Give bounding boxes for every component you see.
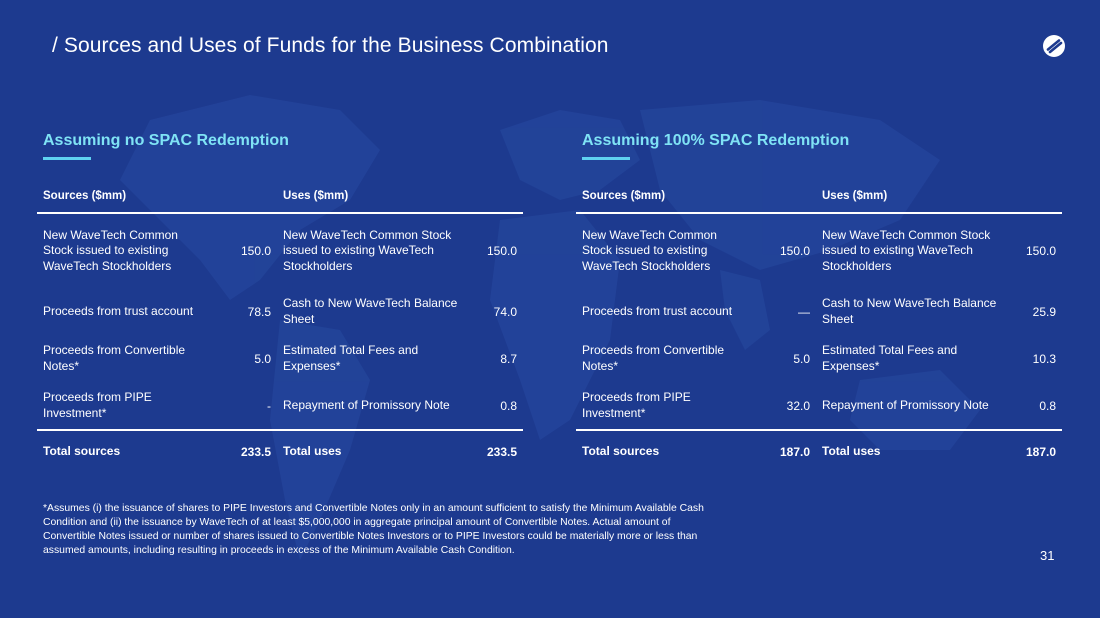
panel-full-redemption: Assuming 100% SPAC Redemption Sources ($…	[576, 130, 1062, 473]
s-circle-logo-icon	[1043, 35, 1065, 57]
use-value: 0.8	[1039, 398, 1056, 413]
panel-heading: Assuming 100% SPAC Redemption	[582, 132, 850, 149]
source-value: 5.0	[793, 351, 810, 366]
total-sources-label: Total sources	[37, 429, 211, 473]
use-label: Cash to New WaveTech Balance Sheet	[283, 296, 458, 326]
total-row: Total sources 187.0 Total uses 187.0	[576, 429, 1062, 473]
source-label: Proceeds from Convertible Notes*	[43, 343, 186, 373]
source-label: Proceeds from trust account	[582, 303, 733, 318]
total-uses-label: Total uses	[277, 429, 465, 473]
source-label: New WaveTech Common Stock issued to exis…	[43, 227, 178, 273]
total-sources-value: 233.5	[211, 429, 277, 473]
table-row: Proceeds from Convertible Notes* 5.0 Est…	[576, 335, 1062, 382]
use-label: Estimated Total Fees and Expenses*	[283, 343, 419, 373]
source-label: New WaveTech Common Stock issued to exis…	[582, 227, 717, 273]
source-value: 5.0	[254, 351, 271, 366]
table-row: Proceeds from PIPE Investment* - Repayme…	[37, 382, 523, 430]
page-number: 31	[1040, 548, 1055, 563]
use-label: New WaveTech Common Stock issued to exis…	[283, 227, 452, 273]
table-row: New WaveTech Common Stock issued to exis…	[576, 213, 1062, 288]
footnote: *Assumes (i) the issuance of shares to P…	[43, 503, 704, 556]
source-value: -	[267, 398, 271, 413]
use-label: Cash to New WaveTech Balance Sheet	[822, 296, 997, 326]
heading-underline	[582, 157, 630, 160]
source-label: Proceeds from PIPE Investment*	[582, 390, 691, 420]
source-value: —	[798, 304, 810, 319]
source-value: 150.0	[779, 244, 810, 258]
use-value: 25.9	[1032, 304, 1056, 319]
use-label: Repayment of Promissory Note	[822, 397, 989, 412]
use-label: Estimated Total Fees and Expenses*	[822, 343, 958, 373]
source-label: Proceeds from Convertible Notes*	[582, 343, 725, 373]
column-header-uses: Uses ($mm)	[816, 179, 1062, 214]
table-row: Proceeds from PIPE Investment* 32.0 Repa…	[576, 382, 1062, 430]
total-uses-value: 233.5	[465, 429, 523, 473]
source-label: Proceeds from PIPE Investment*	[43, 390, 152, 420]
use-value: 150.0	[486, 244, 517, 258]
total-sources-value: 187.0	[750, 429, 816, 473]
use-value: 0.8	[500, 398, 517, 413]
column-header-uses: Uses ($mm)	[277, 179, 523, 214]
panel-heading: Assuming no SPAC Redemption	[43, 132, 289, 149]
table-header-row: Sources ($mm) Uses ($mm)	[576, 179, 1062, 214]
table-row: Proceeds from trust account — Cash to Ne…	[576, 288, 1062, 335]
total-sources-label: Total sources	[576, 429, 750, 473]
table-row: Proceeds from Convertible Notes* 5.0 Est…	[37, 335, 523, 382]
source-value: 78.5	[247, 304, 271, 319]
total-uses-value: 187.0	[1004, 429, 1062, 473]
total-row: Total sources 233.5 Total uses 233.5	[37, 429, 523, 473]
use-label: New WaveTech Common Stock issued to exis…	[822, 227, 991, 273]
panel-no-redemption: Assuming no SPAC Redemption Sources ($mm…	[37, 130, 523, 473]
column-header-sources: Sources ($mm)	[37, 179, 277, 214]
source-value: 150.0	[240, 244, 271, 258]
use-value: 150.0	[1025, 244, 1056, 258]
total-uses-label: Total uses	[816, 429, 1004, 473]
use-label: Repayment of Promissory Note	[283, 397, 450, 412]
source-value: 32.0	[786, 398, 810, 413]
source-label: Proceeds from trust account	[43, 303, 194, 318]
column-header-sources: Sources ($mm)	[576, 179, 816, 214]
table-row: New WaveTech Common Stock issued to exis…	[37, 213, 523, 288]
table-header-row: Sources ($mm) Uses ($mm)	[37, 179, 523, 214]
heading-underline	[43, 157, 91, 160]
table-row: Proceeds from trust account 78.5 Cash to…	[37, 288, 523, 335]
use-value: 10.3	[1032, 351, 1056, 366]
sources-uses-table: Sources ($mm) Uses ($mm) New WaveTech Co…	[37, 179, 523, 473]
use-value: 74.0	[493, 304, 517, 319]
sources-uses-table: Sources ($mm) Uses ($mm) New WaveTech Co…	[576, 179, 1062, 473]
use-value: 8.7	[500, 351, 517, 366]
page-title: / Sources and Uses of Funds for the Busi…	[52, 34, 609, 57]
